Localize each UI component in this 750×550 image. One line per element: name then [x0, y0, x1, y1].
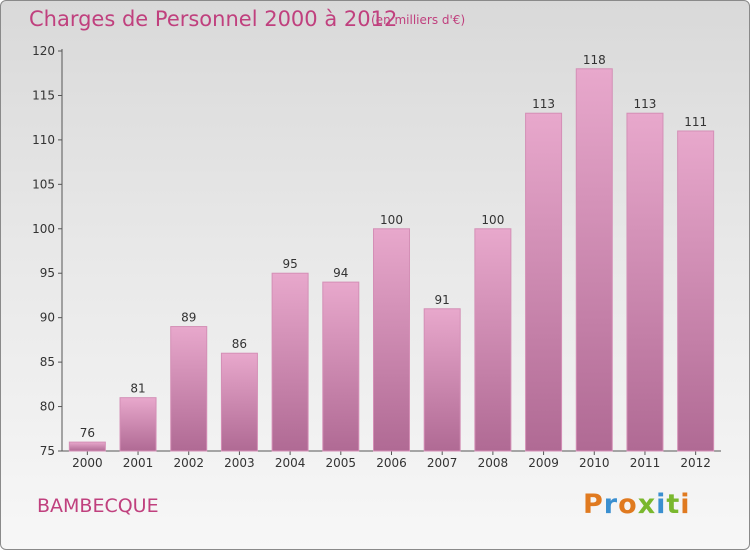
x-tick-label: 2000 [72, 456, 103, 470]
y-tick-label: 105 [32, 177, 55, 191]
x-tick-label: 2009 [528, 456, 559, 470]
proxiti-logo[interactable]: Proxiti [583, 489, 691, 520]
y-tick-label: 100 [32, 222, 55, 236]
bar-2010 [575, 68, 613, 452]
y-tick-label: 95 [40, 266, 55, 280]
x-tick-label: 2006 [376, 456, 407, 470]
x-tick-label: 2007 [427, 456, 458, 470]
y-tick-label: 115 [32, 88, 55, 102]
bar-2012 [677, 130, 715, 452]
bar-2009 [525, 112, 563, 452]
chart-title: Charges de Personnel 2000 à 2012 [29, 7, 398, 31]
chart-axes: 75 80 85 90 95 100 105 110 115 120 2000 2001 2002 200… [32, 44, 721, 470]
chart-bars [68, 68, 715, 452]
data-label-2009: 113 [532, 97, 555, 111]
chart-subtitle: (en milliers d'€) [371, 13, 466, 27]
x-tick-label: 2002 [173, 456, 204, 470]
data-label-2012: 111 [684, 115, 707, 129]
logo-letter: i [680, 489, 691, 520]
x-tick-label: 2004 [275, 456, 306, 470]
bar-2006 [373, 228, 410, 452]
bar-2000 [68, 441, 106, 452]
x-tick-label: 2008 [478, 456, 509, 470]
logo-letter: x [637, 489, 657, 520]
x-tick-label: 2003 [224, 456, 255, 470]
logo-letter: t [666, 489, 681, 520]
chart-data-labels: 76 81 89 86 95 94 100 91 100 113 118 113 111 [80, 53, 707, 440]
y-tick-label: 85 [40, 355, 55, 369]
x-tick-label: 2012 [680, 456, 711, 470]
y-tick-label: 80 [40, 400, 55, 414]
bar-2001 [119, 397, 157, 452]
data-label-2004: 95 [282, 257, 297, 271]
data-label-2005: 94 [333, 266, 348, 280]
data-label-2002: 89 [181, 311, 196, 325]
bar-2008 [474, 228, 512, 452]
bar-2005 [322, 281, 360, 452]
bar-2004 [271, 272, 309, 452]
y-tick-label: 75 [40, 444, 55, 458]
bar-2007 [423, 308, 461, 452]
logo-letter: o [618, 489, 638, 520]
y-tick-label: 90 [40, 311, 55, 325]
data-label-2001: 81 [130, 382, 145, 396]
bar-2003 [220, 352, 258, 452]
y-tick-label: 110 [32, 133, 55, 147]
data-label-2008: 100 [481, 213, 504, 227]
logo-letter: i [656, 489, 667, 520]
data-label-2007: 91 [435, 293, 450, 307]
x-tick-label: 2011 [630, 456, 661, 470]
x-tick-label: 2010 [579, 456, 610, 470]
logo-letter: P [583, 489, 604, 520]
data-label-2010: 118 [583, 53, 606, 67]
y-tick-label: 120 [32, 44, 55, 58]
x-tick-label: 2005 [326, 456, 357, 470]
data-label-2000: 76 [80, 426, 95, 440]
logo-letter: r [603, 489, 619, 520]
data-label-2006: 100 [380, 213, 403, 227]
data-label-2003: 86 [232, 337, 247, 351]
x-tick-label: 2001 [123, 456, 154, 470]
commune-name: BAMBECQUE [37, 495, 159, 517]
bar-2011 [626, 112, 664, 452]
bar-2002 [170, 326, 208, 452]
data-label-2011: 113 [634, 97, 657, 111]
